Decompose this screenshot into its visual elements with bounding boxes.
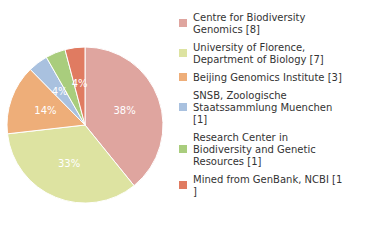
svg-text:Resources [1]: Resources [1]: [193, 156, 262, 167]
svg-text:38%: 38%: [113, 105, 135, 116]
svg-text:[1]: [1]: [193, 114, 207, 125]
svg-text:Research Center in: Research Center in: [193, 132, 291, 143]
svg-text:SNSB, Zoologische: SNSB, Zoologische: [193, 90, 290, 101]
svg-text:4%: 4%: [52, 86, 68, 97]
svg-text:Genomics [8]: Genomics [8]: [193, 24, 260, 35]
svg-text:Department of Biology [7]: Department of Biology [7]: [193, 54, 324, 65]
svg-text:Mined from GenBank, NCBI [1: Mined from GenBank, NCBI [1: [193, 174, 342, 185]
svg-text:14%: 14%: [34, 105, 56, 116]
svg-text:Staatssammlung Muenchen: Staatssammlung Muenchen: [193, 102, 335, 113]
svg-text:Centre for Biodiversity: Centre for Biodiversity: [193, 12, 309, 23]
svg-text:]: ]: [193, 186, 197, 197]
svg-text:Beijing Genomics Institute [3]: Beijing Genomics Institute [3]: [193, 72, 342, 83]
svg-text:4%: 4%: [72, 78, 88, 89]
svg-text:Biodiversity and Genetic: Biodiversity and Genetic: [193, 144, 319, 155]
svg-text:University of Florence,: University of Florence,: [193, 42, 308, 53]
svg-text:33%: 33%: [58, 158, 80, 169]
